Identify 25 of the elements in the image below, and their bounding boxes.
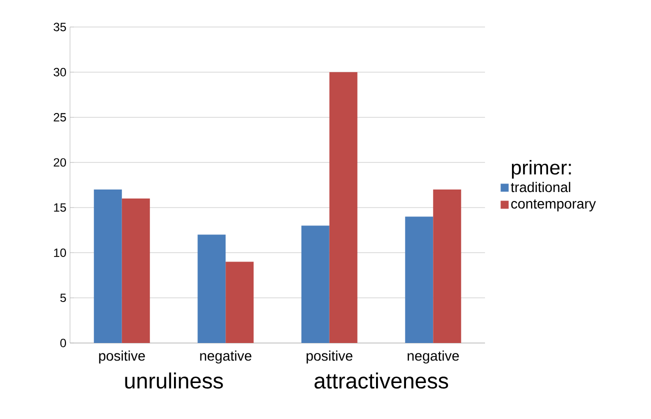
y-tick-label: 15	[54, 203, 66, 212]
bar	[198, 234, 226, 343]
bar	[433, 190, 462, 343]
y-tick-label: 25	[54, 113, 66, 122]
bar	[226, 262, 254, 343]
legend-title: primer:	[512, 160, 571, 179]
x-tick-label: negative	[200, 350, 252, 364]
text: attractiveness	[314, 372, 448, 389]
y-tick-label: 35	[54, 22, 66, 32]
y-tick-label: 0	[60, 338, 66, 348]
x-tick-label: positive	[99, 350, 145, 364]
legend-label: traditional	[510, 182, 570, 192]
legend-label: contemporary	[511, 199, 596, 212]
bar	[94, 190, 122, 343]
y-tick-label: 30	[54, 68, 66, 76]
bar	[122, 198, 150, 343]
x-tick-label: negative	[408, 350, 459, 364]
x-tick-label: positive	[306, 350, 352, 364]
bar	[301, 226, 330, 343]
bar	[329, 72, 358, 343]
y-tick-label: 5	[60, 294, 66, 302]
y-tick-label: 20	[54, 158, 66, 167]
bar	[405, 216, 434, 343]
y-tick-label: 10	[54, 248, 66, 257]
text: unruliness	[125, 372, 223, 389]
